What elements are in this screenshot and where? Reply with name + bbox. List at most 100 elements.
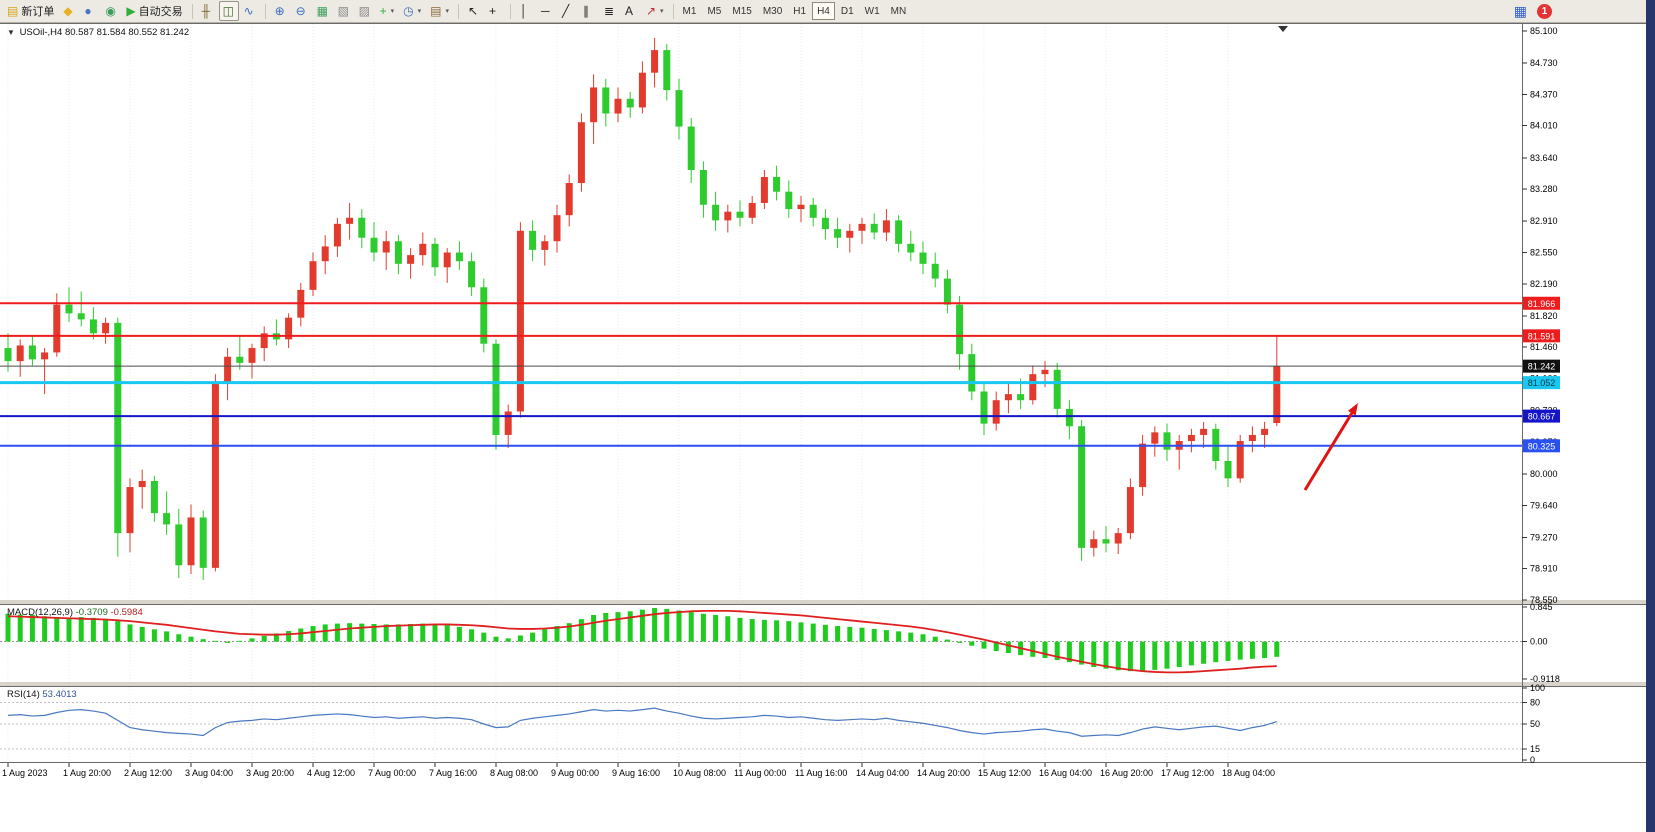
macd-histogram-bar bbox=[1127, 641, 1133, 672]
candle-body bbox=[1273, 366, 1281, 424]
channel-icon[interactable]: ∥ bbox=[579, 1, 599, 21]
macd-histogram-bar bbox=[725, 616, 731, 642]
horizontal-line-icon[interactable]: ─ bbox=[537, 1, 557, 21]
periods-button[interactable]: ◷ ▾ bbox=[399, 1, 425, 21]
arrange-windows-icon: ▨ bbox=[358, 4, 370, 18]
macd-histogram-bar bbox=[444, 625, 450, 642]
timeframe-m15[interactable]: M15 bbox=[727, 2, 756, 20]
candle-body bbox=[4, 348, 12, 362]
macd-histogram-bar bbox=[822, 624, 828, 642]
timeframe-m1[interactable]: M1 bbox=[678, 2, 702, 20]
bar-chart-icon[interactable]: ╫ bbox=[198, 1, 218, 21]
macd-histogram-bar bbox=[127, 624, 133, 642]
fibonacci-icon: ≣ bbox=[603, 4, 615, 18]
trendline-icon[interactable]: ╱ bbox=[558, 1, 578, 21]
timeframe-mn[interactable]: MN bbox=[886, 2, 912, 20]
timeframe-h4[interactable]: H4 bbox=[812, 2, 835, 20]
price-axis-label: 81.820 bbox=[1530, 311, 1558, 321]
text-tool-button[interactable]: A bbox=[621, 1, 641, 21]
candle-body bbox=[468, 261, 476, 288]
crosshair-icon[interactable]: + bbox=[485, 1, 505, 21]
cascade-windows-icon[interactable]: ▧ bbox=[334, 1, 354, 21]
price-line-tag bbox=[1523, 439, 1560, 453]
price-line-tag-label: 81.242 bbox=[1528, 362, 1556, 372]
chart-window[interactable]: 85.100 84.730 84.370 84.010 83.640 83.280 82.9… bbox=[0, 23, 1655, 783]
macd-histogram-bar bbox=[334, 623, 340, 642]
candle-body bbox=[797, 204, 805, 210]
candle-body bbox=[480, 287, 488, 344]
cursor-icon[interactable]: ↖ bbox=[464, 1, 484, 21]
templates-button[interactable]: ▤ ▾ bbox=[426, 1, 453, 21]
candle-body bbox=[346, 217, 354, 224]
arrange-windows-icon[interactable]: ▨ bbox=[355, 1, 375, 21]
candle-body bbox=[541, 241, 549, 250]
notification-badge[interactable]: 1 bbox=[1537, 3, 1552, 19]
chart-shift-marker[interactable] bbox=[1278, 26, 1288, 32]
profiles-icon[interactable]: ● bbox=[80, 1, 100, 21]
macd-histogram-bar bbox=[920, 634, 926, 642]
macd-histogram-bar bbox=[1042, 641, 1048, 659]
new-order-button[interactable]: ▤ 新订单 bbox=[3, 1, 58, 21]
macd-histogram-bar bbox=[456, 626, 462, 642]
mql5-community-icon[interactable]: ◆ bbox=[59, 1, 79, 21]
macd-histogram-bar bbox=[371, 624, 377, 642]
macd-histogram-bar bbox=[420, 623, 426, 642]
macd-histogram-bar bbox=[273, 633, 279, 642]
time-axis-label: 1 Aug 20:00 bbox=[63, 768, 111, 778]
zoom-out-icon[interactable]: ⊖ bbox=[292, 1, 312, 21]
macd-histogram-bar bbox=[286, 630, 292, 642]
macd-histogram-bar bbox=[164, 631, 170, 642]
chart-canvas[interactable]: 85.100 84.730 84.370 84.010 83.640 83.280 82.9… bbox=[0, 23, 1655, 783]
new-order-button-label: 新订单 bbox=[21, 6, 55, 18]
candle-body bbox=[821, 217, 829, 230]
time-axis-label: 8 Aug 08:00 bbox=[490, 768, 538, 778]
market-watch-icon[interactable]: ◉ bbox=[101, 1, 121, 21]
macd-histogram-bar bbox=[200, 639, 206, 642]
macd-histogram-bar bbox=[225, 641, 231, 643]
rsi-axis-label: 80 bbox=[1530, 697, 1540, 707]
price-axis-label: 79.270 bbox=[1530, 532, 1558, 542]
candle-body bbox=[65, 304, 73, 314]
indicators-button[interactable]: + ▾ bbox=[376, 1, 399, 21]
macd-histogram-bar bbox=[639, 609, 645, 642]
timeframe-d1[interactable]: D1 bbox=[836, 2, 859, 20]
candle-body bbox=[699, 169, 707, 205]
fibonacci-icon[interactable]: ≣ bbox=[600, 1, 620, 21]
dropdown-arrow-icon[interactable]: ▾ bbox=[445, 8, 449, 15]
autotrading-button[interactable]: ▶ 自动交易 bbox=[122, 1, 186, 21]
timeframe-m5[interactable]: M5 bbox=[702, 2, 726, 20]
macd-histogram-bar bbox=[871, 628, 877, 642]
trendline-icon: ╱ bbox=[561, 4, 570, 18]
candle-body bbox=[1029, 374, 1037, 401]
candle-body bbox=[492, 343, 500, 435]
vertical-line-icon[interactable]: │ bbox=[516, 1, 536, 21]
price-axis-label: 79.640 bbox=[1530, 500, 1558, 510]
macd-histogram-bar bbox=[883, 630, 889, 642]
candle-chart-icon[interactable]: ◫ bbox=[218, 1, 239, 21]
candle-body bbox=[163, 513, 171, 525]
price-axis[interactable]: 85.100 84.730 84.370 84.010 83.640 83.280 82.9… bbox=[1522, 26, 1558, 605]
dropdown-arrow-icon[interactable]: ▾ bbox=[417, 8, 422, 15]
rsi-splitter[interactable] bbox=[0, 682, 1655, 686]
macd-histogram-bar bbox=[322, 624, 328, 642]
dropdown-arrow-icon[interactable]: ▾ bbox=[390, 8, 395, 15]
timeframe-m30[interactable]: M30 bbox=[758, 2, 787, 20]
tile-windows-icon[interactable]: ▦ bbox=[313, 1, 333, 21]
macd-histogram-bar bbox=[78, 617, 84, 642]
arrows-tool-button[interactable]: ↗ ▾ bbox=[642, 1, 668, 21]
dropdown-arrow-icon[interactable]: ▾ bbox=[660, 8, 664, 15]
zoom-in-icon[interactable]: ⊕ bbox=[271, 1, 291, 21]
toolbar-separator bbox=[672, 3, 674, 19]
trend-arrow-annotation[interactable] bbox=[1303, 403, 1358, 491]
time-axis-label: 4 Aug 12:00 bbox=[307, 768, 355, 778]
macd-splitter[interactable] bbox=[0, 600, 1655, 604]
candle-body bbox=[614, 98, 622, 114]
price-lines[interactable]: 81.966 81.591 81.242 81.052 80.667 80.325 bbox=[0, 296, 1560, 453]
macd-histogram-bar bbox=[1213, 641, 1219, 663]
workspace-icon[interactable]: ▦ bbox=[1513, 3, 1527, 19]
toolbar-right: ▦ 1 bbox=[1513, 3, 1652, 19]
timeframe-w1[interactable]: W1 bbox=[860, 2, 885, 20]
timeframe-h1[interactable]: H1 bbox=[788, 2, 811, 20]
line-chart-icon[interactable]: ∿ bbox=[240, 1, 260, 21]
time-axis[interactable]: 1 Aug 2023 1 Aug 20:00 2 Aug 12:00 3 Aug 04… bbox=[2, 763, 1275, 778]
